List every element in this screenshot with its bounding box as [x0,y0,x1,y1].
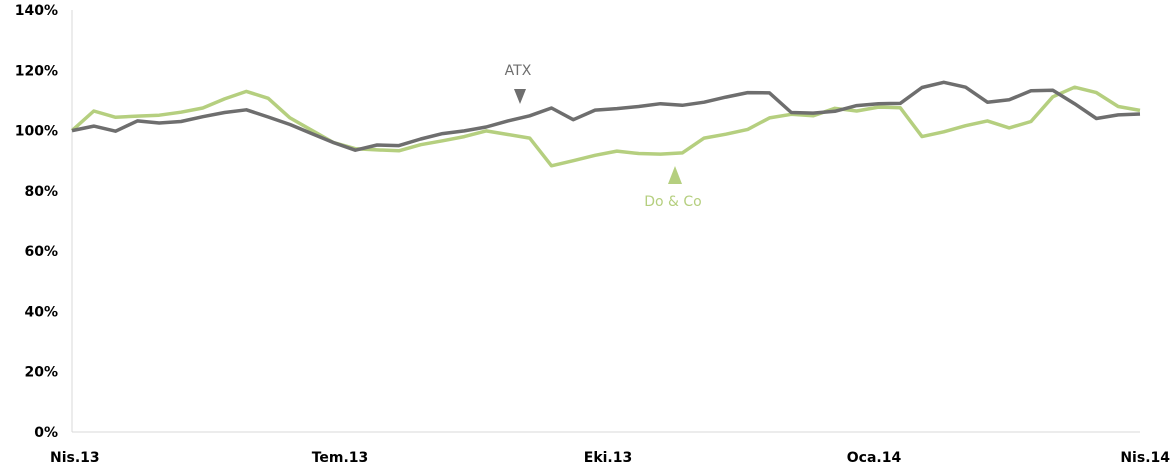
y-tick-label: 100% [15,124,58,140]
doco-pointer-triangle-icon [668,166,682,184]
series-line-atx [71,80,1141,152]
x-tick-label: Nis.13 [50,450,100,466]
y-tick-label: 20% [24,365,58,381]
annotations: ATX Do & Co [505,63,702,210]
atx-annotation-label: ATX [505,63,532,79]
y-tick-label: 40% [24,304,58,320]
y-tick-label: 120% [15,63,58,79]
y-tick-label: 140% [15,3,58,19]
atx-pointer-triangle-icon [514,89,526,104]
x-tick-label: Eki.13 [584,450,632,466]
doco-annotation-label: Do & Co [644,194,702,210]
x-tick-label: Tem.13 [312,450,369,466]
y-tick-label: 60% [24,244,58,260]
x-tick-label: Oca.14 [847,450,902,466]
y-tick-label: 80% [24,184,58,200]
y-axis: 0% 20% 40% 60% 80% 100% 120% 140% [15,3,73,441]
series-layer [70,80,1141,168]
series-line-do-co [70,85,1141,168]
x-tick-label: Nis.14 [1120,450,1170,466]
y-tick-label: 0% [34,425,58,441]
x-axis: Nis.13 Tem.13 Eki.13 Oca.14 Nis.14 [50,431,1170,466]
